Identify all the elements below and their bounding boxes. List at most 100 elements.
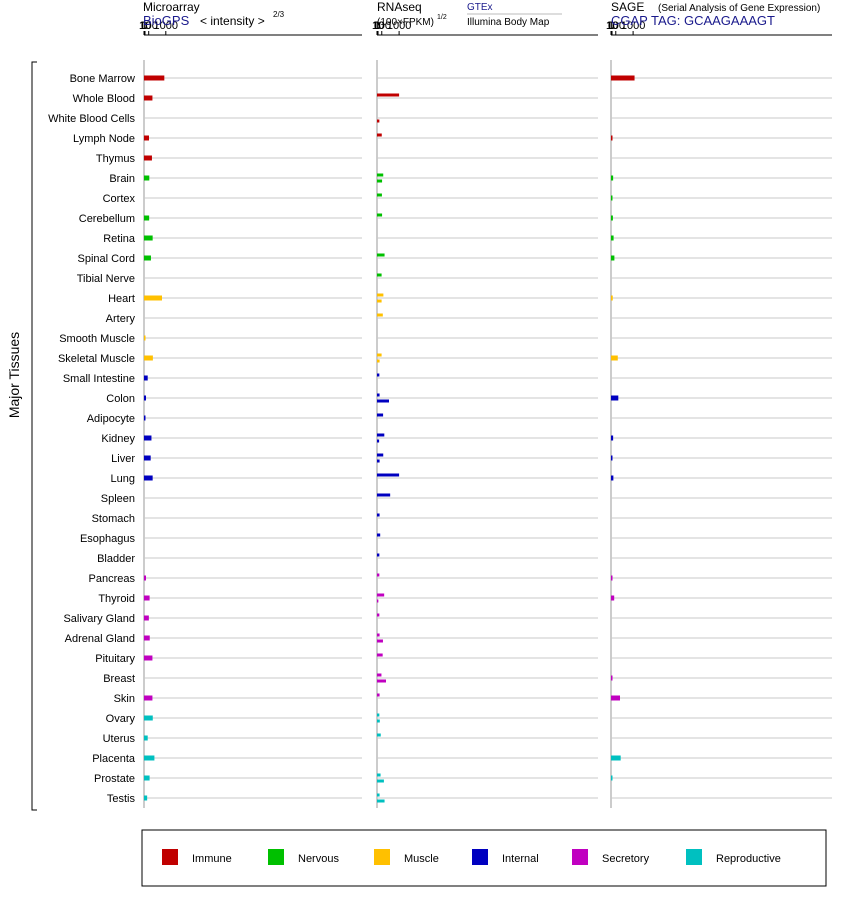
tissue-label: Uterus bbox=[103, 733, 136, 745]
rnaseq-bar bbox=[377, 93, 400, 97]
rnaseq-bar bbox=[377, 399, 389, 403]
microarray-bar bbox=[144, 455, 151, 461]
tissue-label: Prostate bbox=[94, 773, 135, 785]
legend-swatch-reproductive bbox=[686, 849, 702, 865]
legend-swatch-secretory bbox=[572, 849, 588, 865]
rnaseq-bar bbox=[377, 613, 380, 617]
sage-bar bbox=[611, 695, 621, 701]
microarray-bar bbox=[144, 175, 150, 181]
rnaseq-bar bbox=[377, 359, 380, 363]
tissue-label: Brain bbox=[109, 173, 135, 185]
axis-tick-label: 1 bbox=[141, 20, 147, 32]
legend-swatch-nervous bbox=[268, 849, 284, 865]
tissue-label: Tibial Nerve bbox=[77, 273, 135, 285]
rnaseq-bar bbox=[377, 779, 384, 783]
microarray-bar bbox=[144, 775, 150, 781]
rnaseq-bar bbox=[377, 493, 391, 497]
rnaseq-bar bbox=[377, 533, 381, 537]
tissue-label: Pituitary bbox=[95, 653, 135, 665]
intensity-exponent: 2/3 bbox=[273, 10, 285, 19]
axis-tick-label: 100 bbox=[140, 20, 158, 32]
sage-bar bbox=[611, 75, 635, 81]
fpkm-exponent: 1/2 bbox=[437, 14, 447, 21]
sage-bar bbox=[611, 195, 613, 201]
tissue-label: Salivary Gland bbox=[63, 613, 135, 625]
tissue-label: Smooth Muscle bbox=[59, 333, 135, 345]
axis-tick-label: 1000 bbox=[154, 20, 178, 32]
gtex-link[interactable]: GTEx bbox=[467, 2, 493, 13]
tissue-label: Kidney bbox=[101, 433, 135, 445]
microarray-bar bbox=[144, 475, 153, 481]
microarray-bar bbox=[144, 795, 148, 801]
tissue-label: Artery bbox=[106, 313, 136, 325]
rnaseq-bar bbox=[377, 513, 380, 517]
microarray-bar bbox=[144, 655, 153, 661]
axis-tick-label: 10 bbox=[606, 20, 618, 32]
tissue-label: Whole Blood bbox=[73, 93, 135, 105]
axis-tick-label: 0 bbox=[374, 20, 380, 32]
rnaseq-bar bbox=[377, 459, 380, 463]
tissue-label: Lymph Node bbox=[73, 133, 135, 145]
rnaseq-bar bbox=[377, 693, 380, 697]
axis-tick-label: 1 bbox=[608, 20, 614, 32]
rnaseq-bar bbox=[377, 633, 380, 637]
rnaseq-bar bbox=[377, 599, 379, 603]
sage-bar bbox=[611, 595, 615, 601]
microarray-bar bbox=[144, 615, 149, 621]
rnaseq-bar bbox=[377, 673, 382, 677]
axis-tick-label: 1 bbox=[374, 20, 380, 32]
legend-swatch-immune bbox=[162, 849, 178, 865]
tissue-label: Ovary bbox=[106, 713, 136, 725]
tissue-label: Spinal Cord bbox=[78, 253, 135, 265]
cgap-tag-link[interactable]: CGAP TAG: GCAAGAAAGT bbox=[611, 13, 775, 28]
rnaseq-bar bbox=[377, 433, 385, 437]
sage-bar bbox=[611, 455, 613, 461]
rnaseq-bar bbox=[377, 639, 383, 643]
biogps-link[interactable]: BioGPS bbox=[143, 13, 190, 28]
microarray-bar bbox=[144, 635, 150, 641]
sage-bar bbox=[611, 475, 614, 481]
sage-bar bbox=[611, 395, 619, 401]
sage-bar bbox=[611, 215, 613, 221]
rnaseq-bar bbox=[377, 133, 382, 137]
rnaseq-bar bbox=[377, 653, 383, 657]
tissue-label: Breast bbox=[103, 673, 135, 685]
rnaseq-bar bbox=[377, 733, 381, 737]
legend-swatch-internal bbox=[472, 849, 488, 865]
rnaseq-bar bbox=[377, 719, 380, 723]
microarray-bar bbox=[144, 255, 151, 261]
microarray-bar bbox=[144, 375, 148, 381]
tissue-label: Thyroid bbox=[98, 593, 135, 605]
rnaseq-bar bbox=[377, 213, 383, 217]
tissue-labels: Bone Marrow Whole Blood White Blood Cells L… bbox=[48, 73, 136, 805]
legend: Immune Nervous Muscle Internal Secretory Repr… bbox=[162, 849, 781, 865]
tissue-label: Thymus bbox=[96, 153, 136, 165]
axis-tick-label: 100 bbox=[607, 20, 625, 32]
rnaseq-bar bbox=[377, 453, 384, 457]
sage-bar bbox=[611, 295, 613, 301]
tissue-label: Lung bbox=[111, 473, 135, 485]
sage-bar bbox=[611, 355, 618, 361]
tissue-label: Heart bbox=[108, 293, 135, 305]
microarray-bar bbox=[144, 755, 155, 761]
sage-bar bbox=[611, 675, 613, 681]
microarray-bar bbox=[144, 155, 152, 161]
microarray-bar bbox=[144, 435, 152, 441]
microarray-bar bbox=[144, 395, 147, 401]
legend-label-secretory: Secretory bbox=[602, 853, 650, 865]
legend-label-nervous: Nervous bbox=[298, 853, 339, 865]
microarray-bar bbox=[144, 75, 165, 81]
sage-bar bbox=[611, 775, 613, 781]
rnaseq-bar bbox=[377, 353, 382, 357]
microarray-bar bbox=[144, 355, 153, 361]
illumina-label: Illumina Body Map bbox=[467, 17, 550, 28]
rnaseq-bar bbox=[377, 179, 383, 183]
rnaseq-bar bbox=[377, 193, 382, 197]
tissue-label: Liver bbox=[111, 453, 135, 465]
tissue-label: Small Intestine bbox=[63, 373, 135, 385]
rnaseq-bar bbox=[377, 593, 385, 597]
tissue-label: Colon bbox=[106, 393, 135, 405]
